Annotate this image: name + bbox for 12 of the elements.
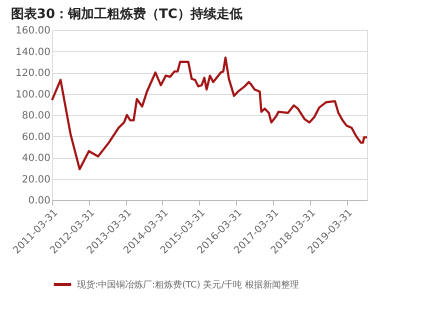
y-tick-label: 40.00 [22,153,50,164]
y-tick-label: 0.00 [28,196,50,206]
y-tick-label: 100.00 [16,89,50,100]
y-tick-label: 120.00 [16,68,50,79]
chart-title: 图表30：铜加工粗炼费（TC）持续走低 [10,7,242,22]
legend-label: 现货:中国铜冶炼厂:粗炼费(TC) 美元/千吨 根据新闻整理 [77,280,300,290]
y-tick-label: 160.00 [16,26,50,36]
y-tick-label: 60.00 [22,132,50,143]
y-tick-label: 80.00 [22,110,50,122]
y-tick-label: 20.00 [22,174,50,186]
line-series [50,56,368,170]
y-tick-label: 140.00 [16,46,50,58]
